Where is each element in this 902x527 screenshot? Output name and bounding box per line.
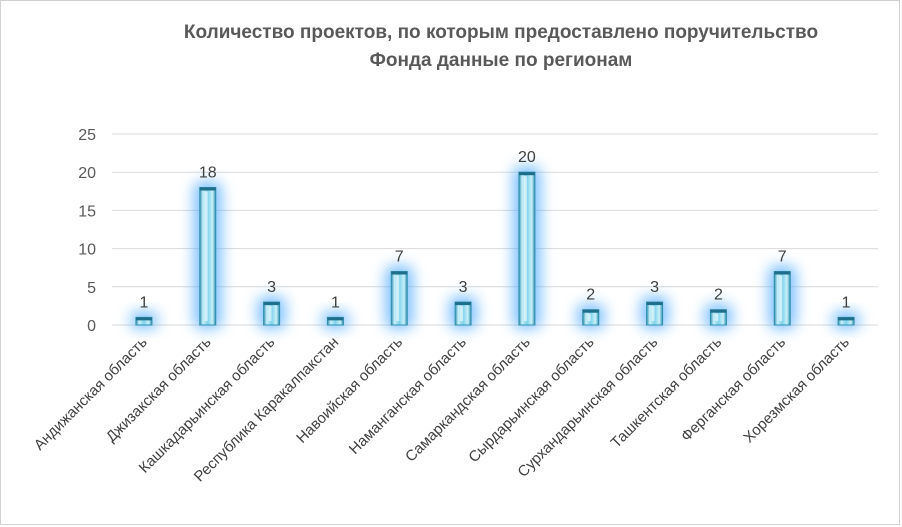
- bar-bevel-top: [838, 317, 855, 321]
- category-label: Кашкадарьинская область: [136, 334, 279, 477]
- bar-bevel-top: [518, 172, 535, 176]
- data-label: 2: [586, 287, 595, 304]
- category-label: Ферганская область: [678, 334, 789, 445]
- data-label: 1: [139, 294, 148, 311]
- bar-highlight: [779, 275, 783, 321]
- bar: [646, 301, 664, 326]
- y-tick-label: 5: [87, 280, 96, 297]
- bar-highlight: [460, 306, 464, 321]
- data-label: 1: [331, 294, 340, 311]
- y-tick-label: 10: [78, 242, 96, 259]
- bar: [263, 301, 281, 326]
- y-axis: 0 5 10 15 20 25: [78, 127, 96, 335]
- data-label: 1: [842, 294, 851, 311]
- y-tick-label: 15: [78, 203, 96, 220]
- category-label: Сырдарьинская область: [465, 334, 597, 466]
- bar-bevel-top: [135, 317, 152, 321]
- bar: [390, 271, 408, 326]
- y-tick-label: 20: [78, 165, 96, 182]
- bar: [773, 271, 791, 326]
- bar: [837, 316, 855, 326]
- bar-highlight: [651, 306, 655, 321]
- bar-highlight: [268, 306, 272, 321]
- bar: [135, 316, 153, 326]
- category-label: Хорезмская область: [740, 334, 853, 447]
- data-label: 18: [199, 164, 217, 181]
- y-tick-label: 25: [78, 127, 96, 144]
- gridlines: [112, 133, 878, 326]
- bar-highlight: [587, 313, 591, 321]
- bar: [454, 301, 472, 326]
- bar-bevel-top: [710, 309, 727, 313]
- bar-bevel-top: [263, 302, 280, 306]
- category-label: Андижанская область: [31, 334, 151, 454]
- bar-glows: [129, 166, 861, 329]
- bar: [582, 309, 600, 326]
- bar: [199, 186, 217, 326]
- chart-title-line-2: Фонда данные по регионам: [369, 50, 633, 71]
- data-labels: 1 18 3 1 7 3 20 2 3 2 7 1: [139, 149, 850, 311]
- bar-highlight: [523, 176, 527, 321]
- bar: [326, 316, 344, 326]
- category-label: Самаркандская область: [402, 334, 534, 466]
- data-label: 7: [778, 249, 787, 266]
- bar-highlight: [204, 191, 208, 321]
- chart-title-line-1: Количество проектов, по которым предоста…: [183, 22, 819, 43]
- category-label: Ташкентская область: [608, 334, 726, 452]
- bar-bevel-top: [646, 302, 663, 306]
- bar-bevel-top: [582, 309, 599, 313]
- bar-bevel-top: [391, 271, 408, 275]
- data-label: 2: [714, 287, 723, 304]
- bar: [518, 171, 536, 326]
- category-label: Навоийская область: [293, 334, 406, 447]
- chart-title: Количество проектов, по которым предоста…: [151, 19, 851, 75]
- bar-bevel-top: [199, 187, 216, 191]
- bar-bevel-top: [774, 271, 791, 275]
- category-label: Наманганская область: [346, 334, 470, 458]
- bar: [709, 309, 727, 326]
- category-label: Джизакская область: [103, 334, 215, 446]
- bar-highlight: [396, 275, 400, 321]
- bar-highlight: [715, 313, 719, 321]
- data-label: 7: [395, 249, 404, 266]
- bar-bevel-top: [327, 317, 344, 321]
- bars: [135, 171, 855, 326]
- bar-bevel-top: [455, 302, 472, 306]
- data-label: 3: [267, 279, 276, 296]
- data-label: 3: [459, 279, 468, 296]
- y-tick-label: 0: [87, 318, 96, 335]
- data-label: 3: [650, 279, 659, 296]
- data-label: 20: [518, 149, 536, 166]
